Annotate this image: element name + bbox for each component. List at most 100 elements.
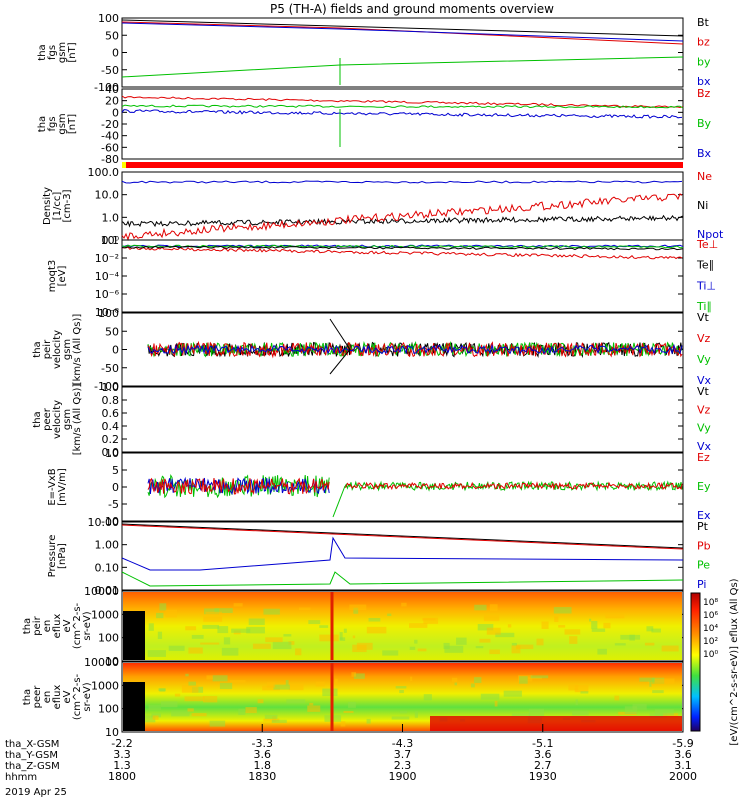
y-axis-label: eV (62, 690, 73, 703)
spectrogram-texture (315, 681, 325, 687)
x-tick-label: 1930 (529, 770, 557, 783)
spectrogram-texture (159, 603, 167, 611)
legend-Vy: Vy (697, 353, 711, 366)
x-tick-label: 3.6 (534, 748, 552, 761)
y-tick-label: 10000 (84, 656, 119, 669)
y-axis-label: gsm (62, 339, 73, 360)
spectrogram-texture (209, 720, 226, 727)
spectrogram-texture (188, 647, 203, 654)
legend-Vy: Vy (697, 422, 711, 435)
legend-Te∥: Te∥ (696, 259, 714, 272)
spectrogram (123, 663, 682, 731)
panel-efield: 10 5 0 -5 -10 E=-VxB [mV/m] Ez Ey Ex (47, 447, 711, 528)
spectrogram-texture (629, 634, 635, 641)
legend-Ex: Ex (697, 509, 711, 522)
legend-Vt: Vt (697, 311, 710, 324)
spectrogram-texture (205, 611, 223, 616)
spectrogram-texture (233, 603, 243, 607)
y-tick-label: 0.8 (102, 394, 120, 407)
spectrogram-texture (231, 628, 251, 633)
y-tick-label: -100 (94, 380, 119, 393)
y-tick-label: 10.00 (88, 516, 120, 529)
x-tick-label: 1830 (248, 770, 276, 783)
spectrogram-texture (654, 678, 675, 684)
y-tick-label: 0.6 (102, 407, 120, 420)
y-tick-label: 1.00 (95, 539, 120, 552)
spectrogram-texture (503, 690, 522, 697)
spectrogram-texture (639, 677, 655, 682)
efield-spike (332, 485, 346, 518)
spectrogram-texture (519, 676, 528, 684)
spectrogram-texture (414, 639, 418, 644)
y-tick-label: -10 (101, 515, 119, 528)
spectrogram-texture (221, 647, 239, 656)
spectrogram-texture (572, 710, 589, 716)
high-flux-band (430, 716, 682, 731)
spectrogram-texture (214, 608, 233, 614)
spectrogram-texture (366, 626, 387, 634)
y-axis-label: eflux (52, 685, 63, 710)
y-axis-label: en (42, 691, 53, 704)
spectrogram-texture (479, 638, 491, 643)
colorbar-bar (690, 592, 701, 732)
spectrogram-texture (603, 622, 611, 629)
series-Ez-b (344, 481, 683, 491)
spectrogram-texture (409, 646, 416, 650)
y-axis-label: gsm (57, 42, 68, 63)
x-row-label: hhmm (5, 772, 37, 783)
legend-Vx: Vx (697, 374, 712, 387)
y-axis-label: tha (37, 44, 48, 60)
spectrogram-texture (203, 695, 218, 703)
y-axis-label: sr-eV) (82, 682, 93, 711)
spectrogram-texture (554, 616, 559, 622)
spectrogram-texture (200, 642, 220, 645)
spectrogram-texture (185, 673, 189, 677)
spectrogram-texture (597, 648, 607, 655)
panel-fgs_gsm: 100 50 0 -50 -100 tha fgs gsm [nT] Bt bz by bx (37, 12, 711, 94)
legend-Bx: Bx (697, 147, 712, 160)
date-label: 2019 Apr 25 (5, 787, 67, 798)
plot-frame (121, 590, 684, 662)
velocity-spike (329, 318, 351, 375)
spectrogram-texture (477, 623, 494, 631)
spectrogram-texture (530, 675, 549, 679)
spectrogram-texture (285, 680, 289, 686)
x-row-label: tha_Y-GSM (5, 750, 58, 761)
x-tick-label: 1800 (108, 770, 136, 783)
y-axis-label: tha (32, 341, 43, 357)
spectrogram-texture (185, 626, 197, 631)
flag-strip (122, 162, 683, 168)
legend-Pi: Pi (697, 578, 706, 591)
spectrogram-texture (451, 677, 458, 682)
spectrogram-texture (219, 682, 233, 690)
y-tick-label: 1.0 (102, 381, 120, 394)
series-Ni (121, 214, 684, 228)
y-tick-label: 10⁰ (101, 234, 120, 247)
spectrogram-texture (564, 629, 581, 635)
spectrogram-texture (541, 621, 549, 629)
data-gap (123, 611, 145, 660)
legend-Ti⊥: Ti⊥ (696, 279, 716, 292)
y-axis-label: [cm-3] (62, 189, 73, 222)
y-tick-label: 0.10 (95, 561, 120, 574)
y-axis-label: velocity (52, 400, 63, 439)
spectrogram-texture (288, 641, 295, 645)
legend-By: By (697, 117, 712, 130)
spectrogram-texture (661, 645, 679, 652)
y-tick-label: 40 (105, 83, 119, 96)
y-axis-label: tha (37, 116, 48, 132)
y-tick-label: 100 (98, 307, 119, 320)
y-tick-label: -20 (101, 118, 119, 131)
spectrogram-texture (353, 607, 359, 614)
series-Te-par (121, 245, 684, 251)
x-tick-label: 3.6 (254, 748, 272, 761)
legend-Vz: Vz (697, 403, 711, 416)
colorbar-tick: 10⁰ (703, 650, 718, 660)
spectrogram-texture (647, 680, 651, 685)
spectrogram-texture (417, 648, 427, 652)
spectrogram-texture (575, 699, 578, 706)
spectrogram-texture (223, 637, 231, 645)
y-tick-label: 100 (98, 12, 119, 25)
